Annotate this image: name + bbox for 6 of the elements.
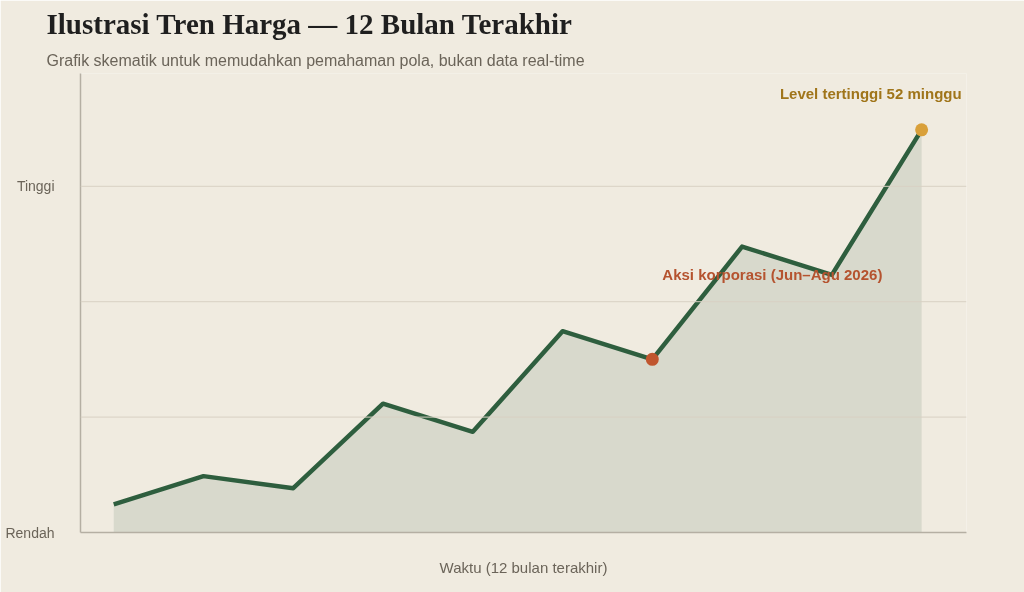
chart-title: Ilustrasi Tren Harga — 12 Bulan Terakhir	[46, 7, 572, 40]
text: Level tertinggi 52 minggu	[779, 85, 962, 103]
text: Tinggi	[16, 178, 55, 195]
text: Rendah	[5, 524, 55, 541]
x-axis-title: Waktu (12 bulan terakhir)	[439, 558, 608, 576]
chart-subtitle: Grafik skematik untuk memudahkan pemahaman pola, bukan data real-time	[46, 51, 585, 69]
